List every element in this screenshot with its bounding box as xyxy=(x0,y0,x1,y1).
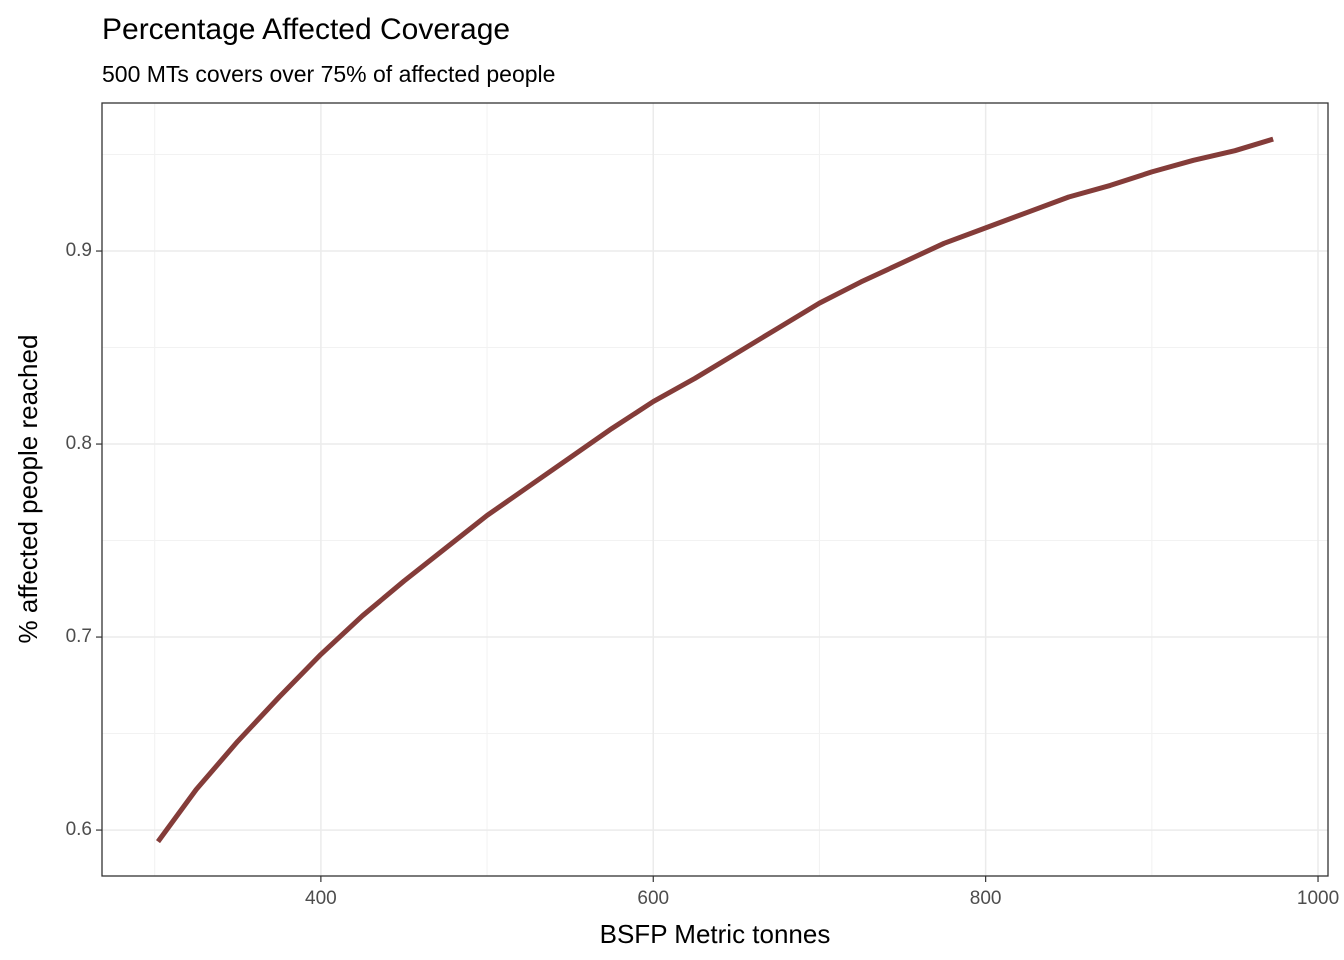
y-tick-label: 0.6 xyxy=(66,819,92,840)
x-tick-label: 1000 xyxy=(1297,888,1339,909)
chart-subtitle: 500 MTs covers over 75% of affected peop… xyxy=(102,61,555,87)
y-tick-label: 0.8 xyxy=(66,433,92,454)
y-tick-label: 0.9 xyxy=(66,240,92,261)
x-tick-label: 800 xyxy=(970,888,1002,909)
x-tick-label: 600 xyxy=(637,888,669,909)
x-tick-label: 400 xyxy=(305,888,337,909)
chart-title: Percentage Affected Coverage xyxy=(102,13,510,46)
data-line xyxy=(155,136,1274,844)
y-axis-title: % affected people reached xyxy=(13,335,43,644)
panel-border xyxy=(101,102,1329,877)
y-tick-label: 0.7 xyxy=(66,626,92,647)
x-axis-title: BSFP Metric tonnes xyxy=(600,919,831,949)
